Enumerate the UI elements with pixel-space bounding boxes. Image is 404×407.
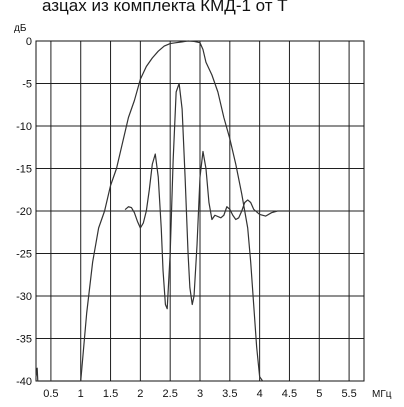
plot-frame — [35, 40, 365, 382]
y-tick-label-7: -35 — [16, 334, 32, 346]
x-tick-label-5: 3 — [197, 388, 203, 400]
x-tick-label-6: 3.5 — [222, 388, 237, 400]
y-tick-label-1: -5 — [22, 79, 32, 91]
y-tick-label-4: -20 — [16, 206, 32, 218]
y-tick-label-3: -15 — [16, 164, 32, 176]
y-axis-unit-label: дБ — [14, 23, 27, 34]
x-tick-label-1: 1 — [78, 388, 84, 400]
y-tick-label-5: -25 — [16, 249, 32, 261]
x-tick-label-0: 0.5 — [43, 388, 58, 400]
top-caption: азцах из комплекта КМД-1 от Т — [42, 0, 288, 15]
series-line-1 — [124, 82, 291, 310]
y-tick-label-8: -40 — [16, 376, 32, 388]
axes — [35, 40, 365, 382]
y-tick-label-2: -10 — [16, 121, 32, 133]
series-line-0 — [35, 40, 264, 382]
y-tick-label-0: 0 — [26, 36, 32, 48]
x-tick-label-8: 4.5 — [282, 388, 297, 400]
x-tick-label-3: 2 — [137, 388, 143, 400]
x-tick-label-9: 5 — [316, 388, 322, 400]
x-tick-label-4: 2.5 — [163, 388, 178, 400]
x-tick-label-2: 1.5 — [103, 388, 118, 400]
y-tick-label-6: -30 — [16, 291, 32, 303]
x-axis-unit-label: МГц — [372, 389, 392, 400]
labels: 0 -5 -10 -15 -20 -25 -30 -35 -40 0.5 1 1.5 2 2.5 3 3.5 4… — [14, 23, 392, 400]
x-tick-label-10: 5.5 — [341, 388, 356, 400]
series-layer — [35, 40, 291, 382]
x-tick-label-7: 4 — [257, 388, 263, 400]
